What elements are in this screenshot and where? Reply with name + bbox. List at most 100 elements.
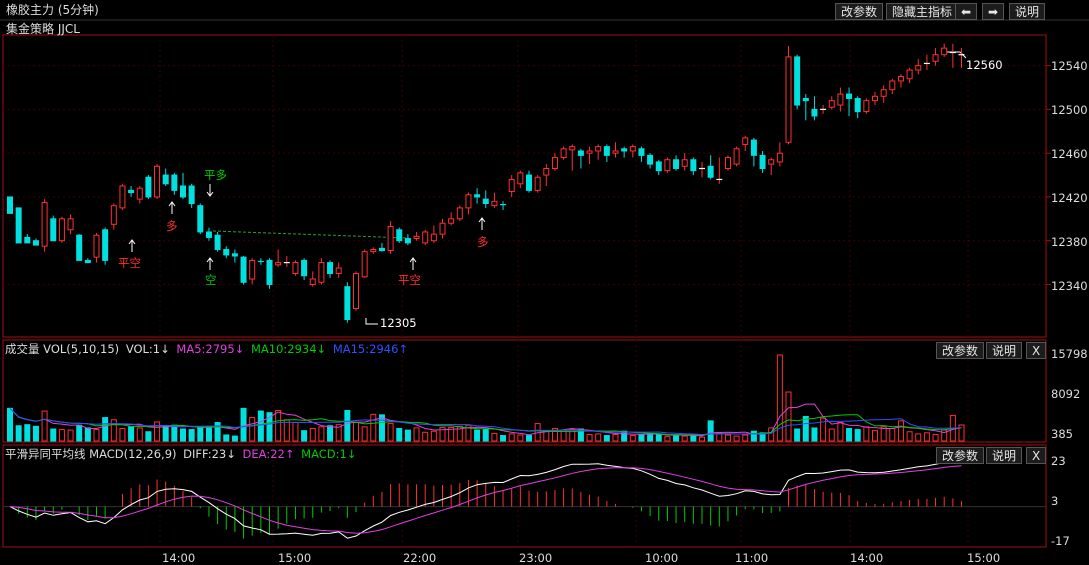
help-button[interactable]: 说明 xyxy=(1009,3,1046,20)
volume-bar xyxy=(880,426,887,442)
macd-tick: -17 xyxy=(1051,534,1070,548)
candle-body xyxy=(93,234,100,258)
volume-bar xyxy=(500,435,507,442)
volume-bar xyxy=(275,410,282,442)
macd-histogram xyxy=(3,479,1046,539)
volume-bar xyxy=(283,419,290,442)
volume-bar xyxy=(128,426,135,442)
macd-help-button[interactable]: 说明 xyxy=(986,447,1023,464)
volume-bar xyxy=(707,420,714,442)
indicator-lines xyxy=(9,403,962,539)
candle-body xyxy=(32,240,39,246)
signal-close-short: 平空 xyxy=(118,256,141,270)
candle-body xyxy=(430,233,437,242)
candle-body xyxy=(707,165,714,178)
macd-dea-line xyxy=(9,465,962,534)
volume-help-button[interactable]: 说明 xyxy=(986,342,1023,359)
volume-bar xyxy=(932,433,939,442)
candle-body xyxy=(742,137,749,145)
volume-bar xyxy=(551,427,558,442)
macd-close-icon[interactable]: X xyxy=(1026,447,1047,464)
volume-bar xyxy=(145,431,152,442)
volume-bar xyxy=(387,423,394,442)
volume-bar xyxy=(370,413,377,442)
candle-body xyxy=(249,259,256,280)
signal-arrow-head xyxy=(478,217,486,223)
volume-bar xyxy=(664,436,671,442)
price-tick: 12380 xyxy=(1051,235,1088,249)
diff-value: DIFF:23↓ xyxy=(183,447,236,461)
price-tick: 12420 xyxy=(1051,191,1088,205)
candle-body xyxy=(526,174,532,191)
candle-body xyxy=(863,100,870,113)
candle-body xyxy=(301,259,308,277)
volume-bar xyxy=(413,427,420,442)
candle-body xyxy=(785,56,792,143)
candle-body xyxy=(690,159,697,172)
candle-body xyxy=(880,89,887,97)
time-tick: 14:00 xyxy=(850,551,884,565)
volume-bar xyxy=(93,429,100,442)
volume-bar xyxy=(205,425,212,442)
candle-body xyxy=(240,256,247,283)
candle-body xyxy=(586,150,593,154)
ma15-value: MA15:2946↑ xyxy=(332,342,409,356)
candle-body xyxy=(309,278,316,285)
volume-bar xyxy=(67,429,74,442)
candle-body xyxy=(889,80,896,91)
volume-bar xyxy=(378,414,385,442)
volume-bar xyxy=(629,435,636,442)
volume-bar xyxy=(396,427,403,442)
volume-bar xyxy=(24,424,31,442)
time-tick: 23:00 xyxy=(519,551,553,565)
volume-bar xyxy=(854,429,861,442)
candle-body xyxy=(474,194,481,198)
candle-body xyxy=(733,148,740,165)
candle-body xyxy=(136,187,143,200)
volume-bar xyxy=(785,391,792,442)
volume-bar xyxy=(301,430,308,442)
volume-bar xyxy=(837,421,844,442)
volume-bar xyxy=(171,424,178,442)
next-arrow-icon[interactable]: ➡ xyxy=(982,3,1005,20)
candle-body xyxy=(145,176,152,198)
volume-bar xyxy=(897,420,904,442)
macd-panel-frame xyxy=(2,444,1047,548)
volume-bar xyxy=(474,429,481,442)
candle-body xyxy=(621,148,628,152)
candle-body xyxy=(128,189,135,194)
volume-bar xyxy=(647,433,654,442)
volume-bar xyxy=(7,407,13,442)
macd-params-button[interactable]: 改参数 xyxy=(936,447,985,464)
volume-params-button[interactable]: 改参数 xyxy=(936,342,985,359)
volume-bar xyxy=(249,417,256,442)
time-tick: 11:00 xyxy=(735,551,769,565)
candle-body xyxy=(828,100,835,108)
macd-diff-line xyxy=(9,461,962,539)
candle-body xyxy=(162,174,169,185)
candle-body xyxy=(76,234,83,261)
price-tick: 12460 xyxy=(1051,147,1088,161)
params-button[interactable]: 改参数 xyxy=(835,3,884,20)
price-tick: 12340 xyxy=(1051,279,1088,293)
prev-arrow-icon[interactable]: ⬅ xyxy=(955,3,978,20)
signal-arrow-head xyxy=(206,191,214,197)
signal-close-short: 平空 xyxy=(398,273,421,287)
volume-bar xyxy=(136,427,143,442)
candle-body xyxy=(846,93,853,99)
candle-body xyxy=(750,139,757,156)
volume-close-icon[interactable]: X xyxy=(1026,342,1047,359)
volume-panel-frame xyxy=(2,339,1047,443)
volume-bar xyxy=(915,433,922,442)
hide-indicator-button[interactable]: 隐藏主指标 xyxy=(886,3,959,20)
volume-bar xyxy=(318,426,325,442)
macd-value: MACD:1↓ xyxy=(301,447,357,461)
volume-bar xyxy=(266,412,273,442)
candle-body xyxy=(551,157,558,169)
volume-bar xyxy=(802,416,809,442)
volume-bar xyxy=(699,436,705,442)
candle-body xyxy=(534,176,541,191)
volume-bar xyxy=(655,433,662,442)
candle-body xyxy=(396,229,403,242)
